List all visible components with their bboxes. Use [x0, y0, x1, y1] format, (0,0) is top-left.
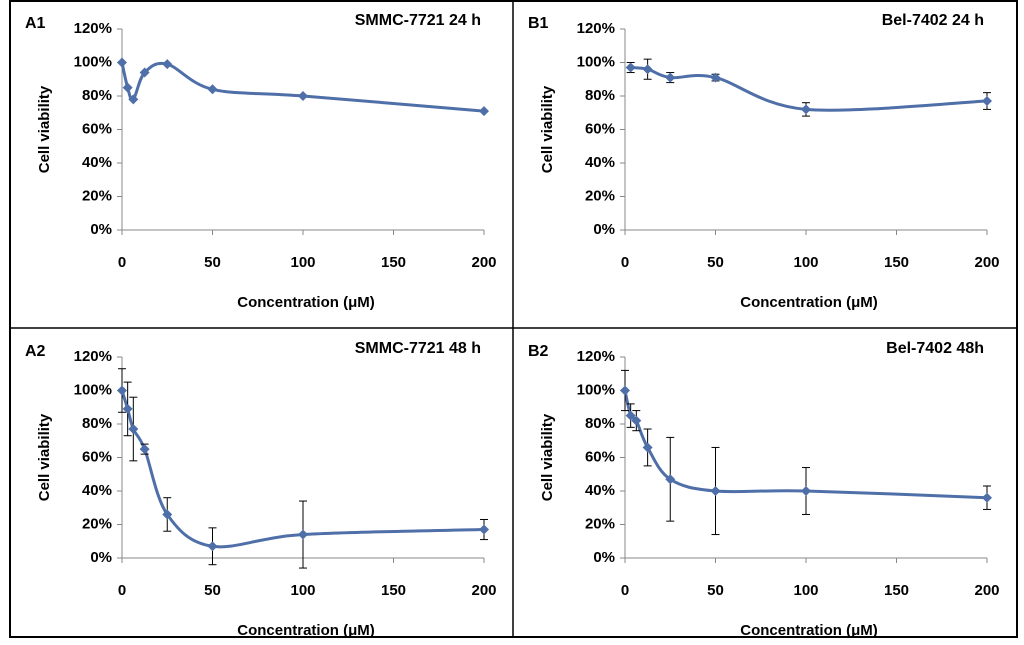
marker — [139, 67, 150, 78]
marker — [117, 385, 127, 396]
y-tick-label: 40% — [585, 154, 615, 171]
y-tick-label: 60% — [585, 120, 615, 137]
marker — [642, 64, 653, 75]
y-tick-label: 0% — [90, 221, 112, 238]
panel-label: A1 — [25, 15, 46, 32]
line — [630, 66, 988, 112]
y-tick-label: 120% — [577, 348, 615, 365]
y-tick-label: 20% — [585, 515, 615, 532]
x-tick-label: 150 — [381, 582, 406, 599]
y-tick-label: 100% — [74, 381, 112, 398]
y-tick-label: 120% — [74, 348, 112, 365]
y-tick-label: 120% — [577, 20, 615, 37]
x-tick-label: 50 — [204, 254, 221, 271]
x-axis-title: Concentration (μM) — [740, 294, 878, 311]
chart-title: Bel-7402 24 h — [882, 12, 984, 29]
chart-title: SMMC-7721 24 h — [355, 12, 481, 29]
y-tick-label: 80% — [585, 87, 615, 104]
x-tick-label: 0 — [118, 582, 126, 599]
marker — [128, 424, 139, 435]
marker — [801, 104, 811, 115]
y-tick-label: 0% — [593, 221, 615, 238]
line — [120, 61, 485, 113]
marker — [625, 62, 636, 73]
y-tick-label: 0% — [90, 549, 112, 566]
y-tick-label: 80% — [585, 415, 615, 432]
chart-title: SMMC-7721 48 h — [355, 340, 481, 357]
marker — [665, 474, 676, 485]
y-tick-label: 0% — [593, 549, 615, 566]
y-tick-label: 20% — [82, 515, 112, 532]
y-axis-title: Cell viability — [539, 85, 556, 173]
panel-label: B2 — [528, 343, 549, 360]
y-tick-label: 100% — [577, 53, 615, 70]
y-tick-label: 60% — [82, 448, 112, 465]
marker — [162, 509, 173, 520]
x-tick-label: 0 — [621, 254, 629, 271]
y-tick-label: 40% — [82, 482, 112, 499]
x-tick-label: 50 — [707, 582, 724, 599]
y-tick-label: 80% — [82, 87, 112, 104]
marker — [665, 72, 676, 83]
marker — [139, 444, 150, 455]
marker — [801, 486, 811, 496]
marker — [298, 91, 308, 101]
y-axis-title: Cell viability — [36, 85, 53, 173]
marker — [620, 385, 630, 396]
y-tick-label: 60% — [82, 120, 112, 137]
x-axis-title: Concentration (μM) — [740, 622, 878, 639]
y-tick-label: 20% — [585, 187, 615, 204]
marker — [982, 96, 992, 107]
panel-label: A2 — [25, 343, 46, 360]
y-axis-title: Cell viability — [36, 413, 53, 501]
marker — [710, 72, 721, 83]
y-tick-label: 40% — [82, 154, 112, 171]
y-tick-label: 80% — [82, 415, 112, 432]
marker — [479, 524, 489, 535]
x-axis-title: Concentration (μM) — [237, 622, 375, 639]
y-axis-title: Cell viability — [539, 413, 556, 501]
marker — [710, 486, 721, 496]
x-tick-label: 150 — [884, 254, 909, 271]
marker — [207, 541, 218, 552]
x-tick-label: 0 — [621, 582, 629, 599]
x-tick-label: 150 — [884, 582, 909, 599]
y-tick-label: 120% — [74, 20, 112, 37]
y-tick-label: 40% — [585, 482, 615, 499]
marker — [631, 415, 642, 426]
x-tick-label: 50 — [204, 582, 221, 599]
marker — [479, 106, 489, 117]
x-tick-label: 100 — [793, 254, 818, 271]
marker — [625, 410, 636, 421]
x-tick-label: 100 — [290, 254, 315, 271]
x-tick-label: 50 — [707, 254, 724, 271]
chart-title: Bel-7402 48h — [886, 340, 984, 357]
y-tick-label: 20% — [82, 187, 112, 204]
x-tick-label: 100 — [793, 582, 818, 599]
marker — [128, 94, 139, 105]
marker — [117, 57, 127, 68]
marker — [122, 403, 133, 414]
x-tick-label: 0 — [118, 254, 126, 271]
marker — [122, 82, 133, 93]
y-tick-label: 100% — [577, 381, 615, 398]
marker — [982, 492, 992, 503]
x-axis-title: Concentration (μM) — [237, 294, 375, 311]
marker — [298, 529, 308, 540]
x-tick-label: 200 — [471, 254, 496, 271]
x-tick-label: 200 — [974, 582, 999, 599]
x-tick-label: 150 — [381, 254, 406, 271]
y-tick-label: 100% — [74, 53, 112, 70]
marker — [207, 84, 218, 95]
x-tick-label: 100 — [290, 582, 315, 599]
y-tick-label: 60% — [585, 448, 615, 465]
x-tick-label: 200 — [974, 254, 999, 271]
x-tick-label: 200 — [471, 582, 496, 599]
marker — [162, 59, 173, 70]
marker — [642, 442, 653, 453]
panel-label: B1 — [528, 15, 549, 32]
